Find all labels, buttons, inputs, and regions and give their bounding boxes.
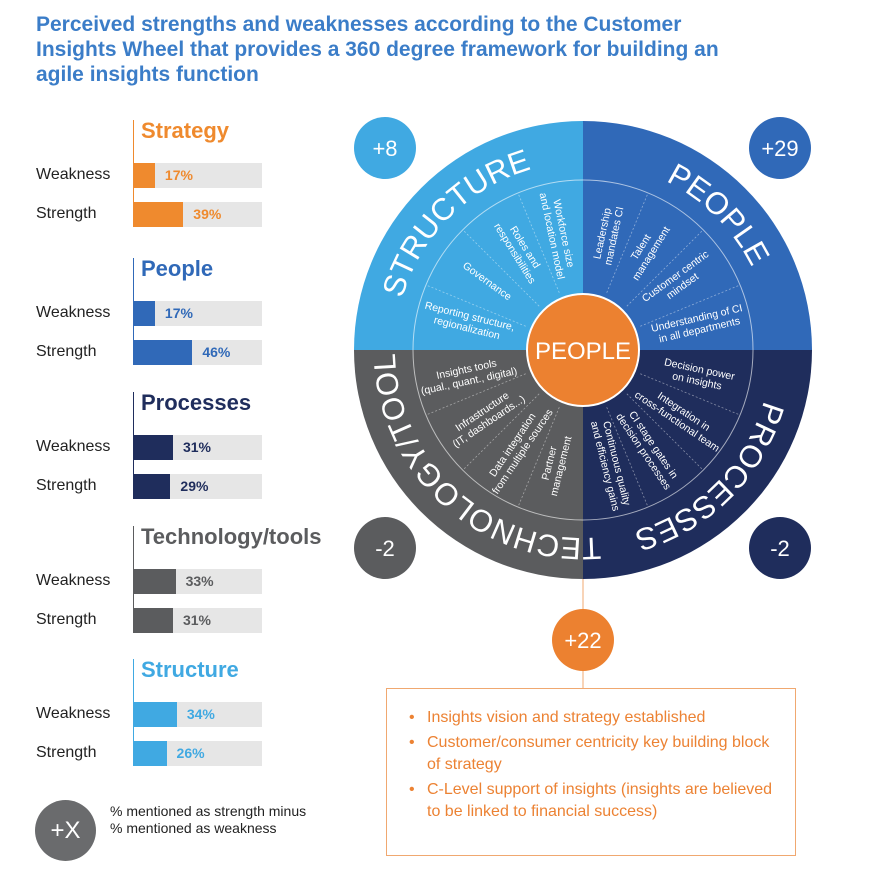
strategy-bullet: C-Level support of insights (insights ar… xyxy=(405,779,785,823)
bar-track: 33% xyxy=(133,569,262,594)
legend-symbol: +X xyxy=(35,800,96,861)
strategy-score-value: +22 xyxy=(564,628,601,653)
bar-label: Strength xyxy=(36,744,97,761)
spoke-divider xyxy=(606,407,649,508)
bar-label: Weakness xyxy=(36,705,111,722)
bar-value-label: 33% xyxy=(185,573,214,589)
bar-fill xyxy=(133,702,177,727)
center-circle xyxy=(526,293,640,407)
bar-row: Weakness 31% xyxy=(0,435,340,460)
bar-track: 29% xyxy=(133,474,262,499)
bar-row: Weakness 17% xyxy=(0,301,340,326)
bar-track: 34% xyxy=(133,702,262,727)
bar-row: Strength 46% xyxy=(0,340,340,365)
score-badge xyxy=(354,117,416,179)
bar-value-label: 26% xyxy=(176,745,205,761)
score-badge xyxy=(749,517,811,579)
bar-label: Strength xyxy=(36,611,97,628)
bar-track: 26% xyxy=(133,741,262,766)
bar-value-label: 29% xyxy=(180,478,209,494)
inner-ring xyxy=(412,179,754,521)
spoke-divider xyxy=(626,229,704,307)
page-title: Perceived strengths and weaknesses accor… xyxy=(36,13,719,86)
spoke-divider xyxy=(517,192,560,293)
bar-track: 46% xyxy=(133,340,262,365)
bar-label: Strength xyxy=(36,477,97,494)
bar-value-label: 31% xyxy=(182,439,212,455)
bar-fill xyxy=(133,163,155,188)
score-badge-value: +8 xyxy=(372,136,397,161)
score-badge-value: +29 xyxy=(761,136,798,161)
bar-row: Strength 29% xyxy=(0,474,340,499)
score-badge-value: -2 xyxy=(770,536,790,561)
strategy-box: Insights vision and strategy established… xyxy=(386,688,796,856)
strategy-bullet: Insights vision and strategy established xyxy=(405,707,785,729)
spoke-divider xyxy=(606,192,649,293)
score-badge-value: -2 xyxy=(375,536,395,561)
quadrant-processes xyxy=(583,350,812,579)
bar-row: Strength 26% xyxy=(0,741,340,766)
group-title: Structure xyxy=(141,657,239,682)
group-title: People xyxy=(141,256,214,281)
bar-label: Weakness xyxy=(36,438,111,455)
bar-row: Weakness 33% xyxy=(0,569,340,594)
spoke-divider xyxy=(462,393,540,471)
bar-track: 39% xyxy=(133,202,262,227)
bar-row: Strength 31% xyxy=(0,608,340,633)
group-title: Strategy xyxy=(141,118,230,143)
bar-fill xyxy=(133,741,167,766)
bar-fill xyxy=(133,435,173,460)
bar-fill xyxy=(133,608,173,633)
bar-label: Weakness xyxy=(36,572,111,589)
score-badge xyxy=(354,517,416,579)
spoke-divider xyxy=(626,393,704,471)
bar-row: Weakness 17% xyxy=(0,163,340,188)
quadrant-structure xyxy=(354,121,583,350)
bar-value-label: 46% xyxy=(202,344,231,360)
center-label: PEOPLE xyxy=(535,338,631,365)
quadrant-people xyxy=(583,121,812,350)
spoke-divider xyxy=(425,373,526,416)
bar-row: Weakness 34% xyxy=(0,702,340,727)
bar-label: Weakness xyxy=(36,304,111,321)
bar-fill xyxy=(133,301,155,326)
bar-label: Weakness xyxy=(36,166,111,183)
bar-value-label: 31% xyxy=(182,612,212,628)
bar-fill xyxy=(133,340,193,365)
bar-fill xyxy=(133,569,176,594)
group-title: Technology/tools xyxy=(141,524,322,549)
spoke-divider xyxy=(425,284,526,327)
bar-track: 31% xyxy=(133,608,262,633)
bar-row: Strength 39% xyxy=(0,202,340,227)
bar-label: Strength xyxy=(36,343,97,360)
bar-value-label: 34% xyxy=(186,706,215,722)
quadrant-technology-tools xyxy=(354,350,583,579)
bar-value-label: 39% xyxy=(193,206,222,222)
spoke-divider xyxy=(640,373,741,416)
bar-value-label: 17% xyxy=(164,305,193,321)
bar-track: 17% xyxy=(133,163,262,188)
bar-fill xyxy=(133,474,171,499)
strategy-score-badge xyxy=(552,609,614,671)
legend-text: % mentioned as strength minus % mentione… xyxy=(110,803,307,836)
spoke-divider xyxy=(517,407,560,508)
bar-track: 17% xyxy=(133,301,262,326)
spoke-divider xyxy=(462,229,540,307)
bar-label: Strength xyxy=(36,205,97,222)
bar-value-label: 17% xyxy=(164,167,193,183)
bar-track: 31% xyxy=(133,435,262,460)
score-badge xyxy=(749,117,811,179)
spoke-divider xyxy=(640,284,741,327)
bar-fill xyxy=(133,202,184,227)
strategy-bullet: Customer/consumer centricity key buildin… xyxy=(405,732,785,776)
group-title: Processes xyxy=(141,390,252,415)
